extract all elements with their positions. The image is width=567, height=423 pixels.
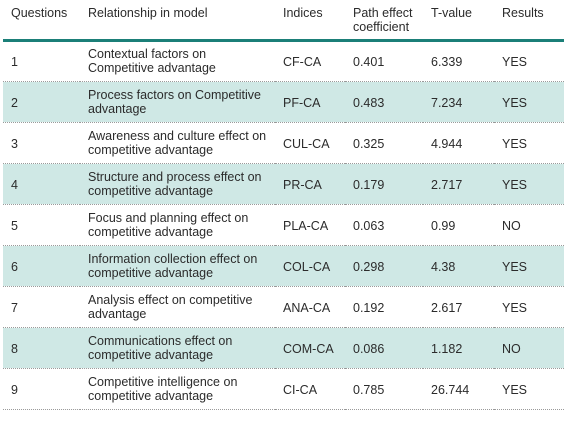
cell-coefficient: 0.086 [345, 326, 423, 368]
cell-index: CF-CA [283, 55, 322, 69]
header-tvalue: T-value [423, 0, 494, 42]
cell-coefficient: 0.401 [353, 55, 385, 69]
cell-tvalue: 4.38 [423, 244, 494, 286]
cell-coefficient: 0.298 [345, 244, 423, 286]
cell-coefficient: 0.192 [345, 285, 423, 327]
cell-index: PLA-CA [275, 203, 345, 245]
table-row: 1 Contextual factors on Competitive adva… [3, 40, 564, 81]
cell-index: COM-CA [275, 326, 345, 368]
cell-coefficient: 0.785 [345, 367, 423, 410]
cell-result: YES [502, 55, 528, 69]
cell-relationship: Communications effect on competitive adv… [80, 326, 275, 368]
cell-question: 8 [3, 326, 80, 368]
cell-index: PR-CA [275, 162, 345, 204]
cell-relationship: Competitive intelligence on competitive … [80, 367, 275, 410]
table-row: 5 Focus and planning effect on competiti… [3, 203, 564, 245]
header-questions: Questions [3, 0, 80, 42]
table-row: 9 Competitive intelligence on competitiv… [3, 367, 564, 410]
cell-index: CI-CA [275, 367, 345, 410]
cell-index: ANA-CA [275, 285, 345, 327]
cell-relationship: Contextual factors on Competitive advant… [88, 47, 216, 75]
cell-tvalue: 26.744 [423, 367, 494, 410]
cell-coefficient: 0.063 [345, 203, 423, 245]
cell-question: 4 [3, 162, 80, 204]
cell-relationship: Structure and process effect on competit… [80, 162, 275, 204]
cell-relationship: Awareness and culture effect on competit… [80, 121, 275, 163]
cell-result: NO [494, 203, 564, 245]
header-relationship: Relationship in model [80, 0, 275, 42]
header-path-effect: Path effect coefficient [345, 0, 423, 42]
cell-question: 3 [3, 121, 80, 163]
cell-question: 1 [11, 55, 18, 69]
cell-result: YES [494, 80, 564, 122]
cell-result: YES [494, 121, 564, 163]
cell-result: NO [494, 326, 564, 368]
cell-question: 7 [3, 285, 80, 327]
cell-question: 5 [3, 203, 80, 245]
cell-coefficient: 0.325 [345, 121, 423, 163]
cell-relationship: Information collection effect on competi… [80, 244, 275, 286]
cell-relationship: Process factors on Competitive advantage [80, 80, 275, 122]
cell-relationship: Focus and planning effect on competitive… [80, 203, 275, 245]
cell-relationship: Analysis effect on competitive advantage [80, 285, 275, 327]
cell-result: YES [494, 285, 564, 327]
table-row: 6 Information collection effect on compe… [3, 244, 564, 286]
cell-index: PF-CA [275, 80, 345, 122]
table-row: 8 Communications effect on competitive a… [3, 326, 564, 368]
cell-index: COL-CA [275, 244, 345, 286]
table-row: 7 Analysis effect on competitive advanta… [3, 285, 564, 327]
cell-index: CUL-CA [275, 121, 345, 163]
cell-tvalue: 2.717 [423, 162, 494, 204]
cell-tvalue: 6.339 [431, 55, 463, 69]
cell-tvalue: 7.234 [423, 80, 494, 122]
cell-tvalue: 0.99 [423, 203, 494, 245]
table-header: Questions Relationship in model Indices … [3, 0, 564, 42]
table-row: 3 Awareness and culture effect on compet… [3, 121, 564, 163]
cell-tvalue: 4.944 [423, 121, 494, 163]
cell-tvalue: 1.182 [423, 326, 494, 368]
cell-tvalue: 2.617 [423, 285, 494, 327]
cell-coefficient: 0.179 [345, 162, 423, 204]
table-row: 4 Structure and process effect on compet… [3, 162, 564, 204]
results-table-container: Questions Relationship in model Indices … [3, 0, 564, 423]
cell-result: YES [494, 244, 564, 286]
cell-result: YES [494, 162, 564, 204]
table-body: 1 Contextual factors on Competitive adva… [3, 40, 564, 410]
header-row: Questions Relationship in model Indices … [3, 0, 564, 42]
table-row: 2 Process factors on Competitive advanta… [3, 80, 564, 122]
header-indices: Indices [275, 0, 345, 42]
results-table: Questions Relationship in model Indices … [3, 0, 564, 410]
cell-result: YES [494, 367, 564, 410]
cell-question: 2 [3, 80, 80, 122]
cell-coefficient: 0.483 [345, 80, 423, 122]
cell-question: 9 [3, 367, 80, 410]
cell-question: 6 [3, 244, 80, 286]
header-results: Results [494, 0, 564, 42]
